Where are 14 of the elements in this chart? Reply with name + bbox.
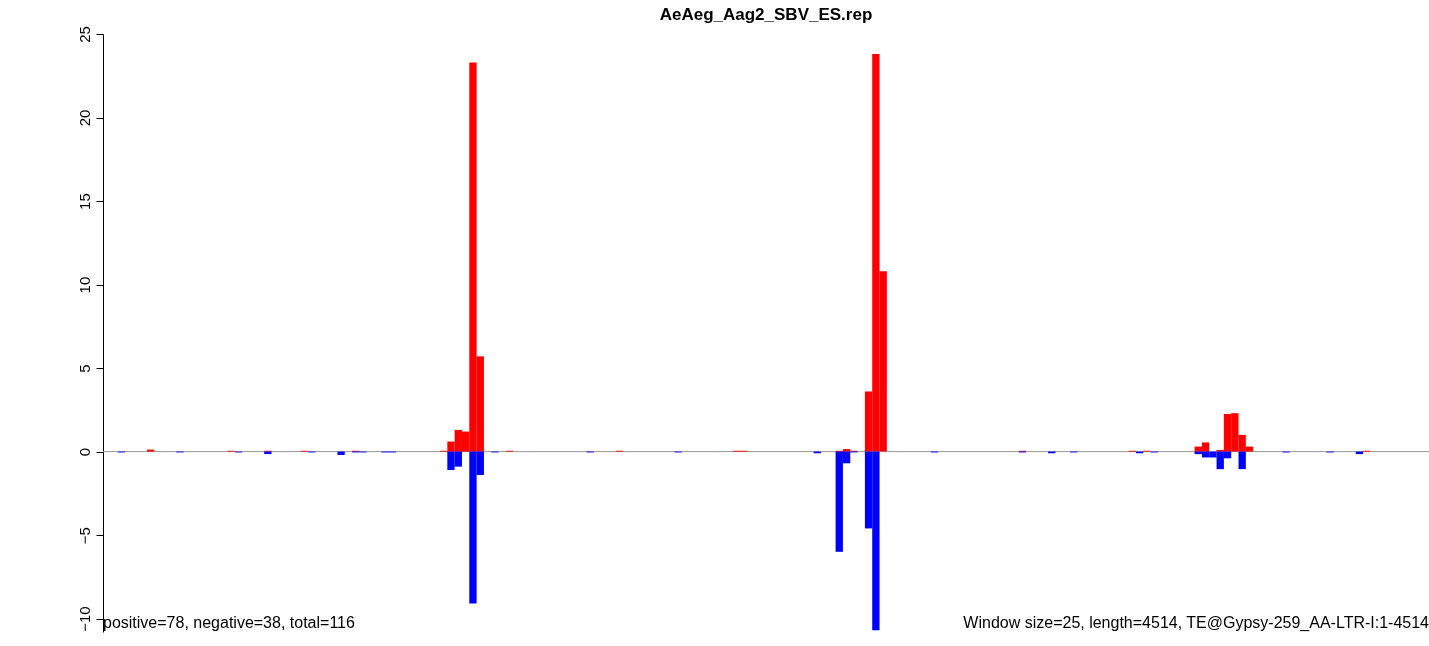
y-tick-label: −5 bbox=[75, 527, 93, 545]
y-tick-label: 20 bbox=[75, 109, 93, 127]
chart-title: AeAeg_Aag2_SBV_ES.rep bbox=[659, 4, 873, 24]
y-tick-label: 0 bbox=[75, 447, 93, 457]
bar bbox=[337, 451, 345, 455]
y-tick-label: 5 bbox=[75, 364, 93, 373]
y-tick-label: −10 bbox=[75, 606, 93, 632]
bar bbox=[146, 449, 155, 452]
bar bbox=[1238, 451, 1246, 470]
y-tick-label: 10 bbox=[75, 276, 93, 294]
y-tick-label: 25 bbox=[75, 26, 93, 43]
annotation: Window size=25, length=4514, TE@Gypsy-259_AA-LTR-I:1-4514 bbox=[963, 614, 1429, 632]
annotation: positive=78, negative=38, total=116 bbox=[103, 614, 355, 631]
y-tick-label: 15 bbox=[75, 193, 93, 210]
